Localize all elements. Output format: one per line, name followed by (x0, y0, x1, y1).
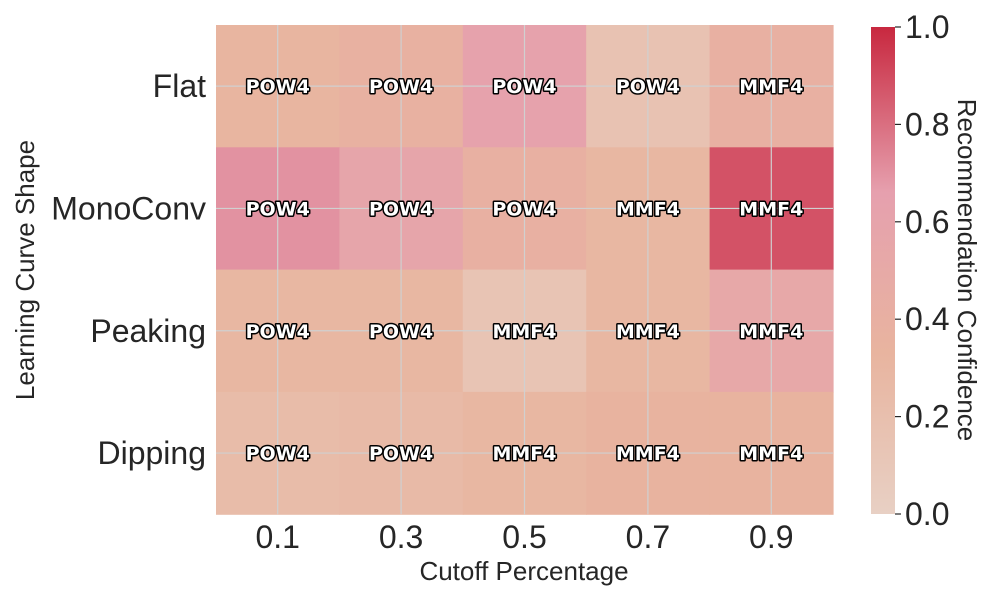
cell-label: POW4 (369, 321, 433, 343)
cell-label: MMF4 (492, 443, 556, 465)
cell-label: MMF4 (739, 321, 803, 343)
colorbar-ticks: 0.0 0.2 0.4 0.6 0.8 1.0 (895, 9, 949, 532)
x-axis-label: Cutoff Percentage (419, 556, 628, 586)
y-tick-label: Peaking (90, 313, 206, 349)
cell-label: POW4 (246, 76, 310, 98)
cell-label: POW4 (616, 76, 680, 98)
y-tick-label: Flat (153, 68, 206, 104)
x-tick-label: 0.7 (626, 519, 670, 555)
colorbar (871, 27, 895, 514)
cell-label: MMF4 (739, 443, 803, 465)
x-axis-ticks: 0.1 0.3 0.5 0.7 0.9 (255, 519, 793, 555)
cell-label: MMF4 (492, 321, 556, 343)
colorbar-tick-label: 0.2 (905, 399, 949, 435)
y-tick-label: MonoConv (51, 190, 206, 226)
cell-label: MMF4 (739, 76, 803, 98)
x-tick-label: 0.9 (749, 519, 793, 555)
cell-labels: POW4 POW4 POW4 POW4 MMF4 POW4 POW4 POW4 MMF4 MMF4… (244, 75, 805, 467)
colorbar-tick-label: 0.8 (905, 106, 949, 142)
cell-label: MMF4 (616, 443, 680, 465)
x-tick-label: 0.1 (255, 519, 299, 555)
cell-label: POW4 (369, 443, 433, 465)
colorbar-label: Recommendation Confidence (952, 99, 982, 442)
cell-label: POW4 (492, 76, 556, 98)
cell-label: POW4 (246, 443, 310, 465)
colorbar-tick-label: 0.4 (905, 301, 949, 337)
cell-label: MMF4 (616, 321, 680, 343)
y-axis-label: Learning Curve Shape (10, 140, 40, 400)
y-axis-ticks: Flat MonoConv Peaking Dipping (51, 68, 206, 471)
cell-label: POW4 (246, 321, 310, 343)
cell-label: POW4 (369, 198, 433, 220)
cell-label: POW4 (492, 198, 556, 220)
cell-label: POW4 (369, 76, 433, 98)
colorbar-tick-label: 0.0 (905, 496, 949, 532)
cell-label: MMF4 (739, 198, 803, 220)
colorbar-tick-label: 0.6 (905, 204, 949, 240)
y-tick-label: Dipping (97, 435, 206, 471)
x-tick-label: 0.3 (379, 519, 423, 555)
gridlines (216, 25, 833, 515)
colorbar-tick-label: 1.0 (905, 9, 949, 45)
cell-label: MMF4 (616, 198, 680, 220)
cell-label: POW4 (246, 198, 310, 220)
x-tick-label: 0.5 (502, 519, 546, 555)
